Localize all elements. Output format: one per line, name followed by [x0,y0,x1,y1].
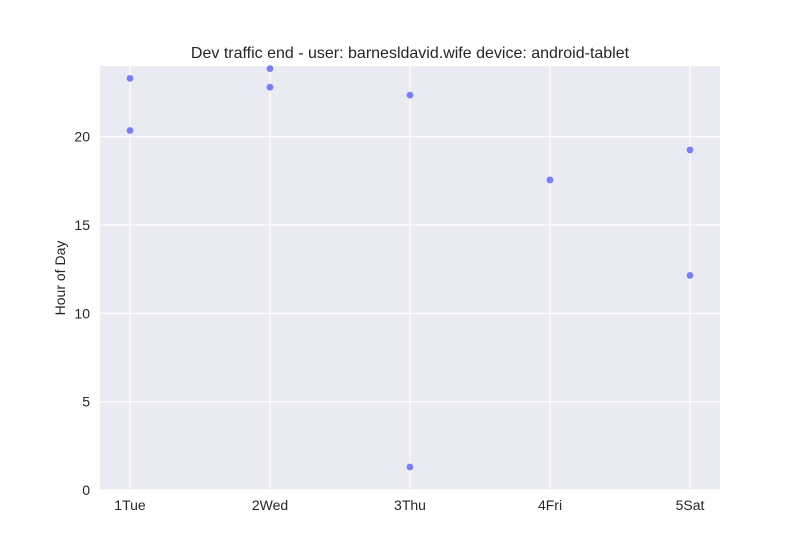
data-point [126,127,134,134]
x-tick-label: 1Tue [114,497,146,513]
data-point [406,463,414,471]
x-tick-label: 3Thu [394,497,426,513]
x-tick-label: 4Fri [538,497,562,513]
chart-title: Dev traffic end - user: barnesldavid.wif… [191,45,630,62]
data-point [266,83,274,91]
data-point [266,65,274,73]
data-point [126,74,134,82]
x-tick-label: 5Sat [676,497,705,513]
y-tick-label: 10 [74,305,90,321]
y-axis-label: Hour of Day [52,241,68,316]
y-tick-label: 15 [74,217,90,233]
data-point [406,91,414,99]
y-tick-label: 0 [82,482,90,498]
x-axis: 1Tue 2Wed 3Thu 4Fri 5Sat [114,497,704,513]
data-point [686,271,694,279]
y-axis: 0 5 10 15 20 [74,129,90,498]
data-point [546,176,554,184]
data-points [126,65,694,471]
data-point [686,146,694,154]
x-tick-label: 2Wed [252,497,288,513]
y-tick-label: 5 [82,394,90,410]
y-tick-label: 20 [74,129,90,145]
